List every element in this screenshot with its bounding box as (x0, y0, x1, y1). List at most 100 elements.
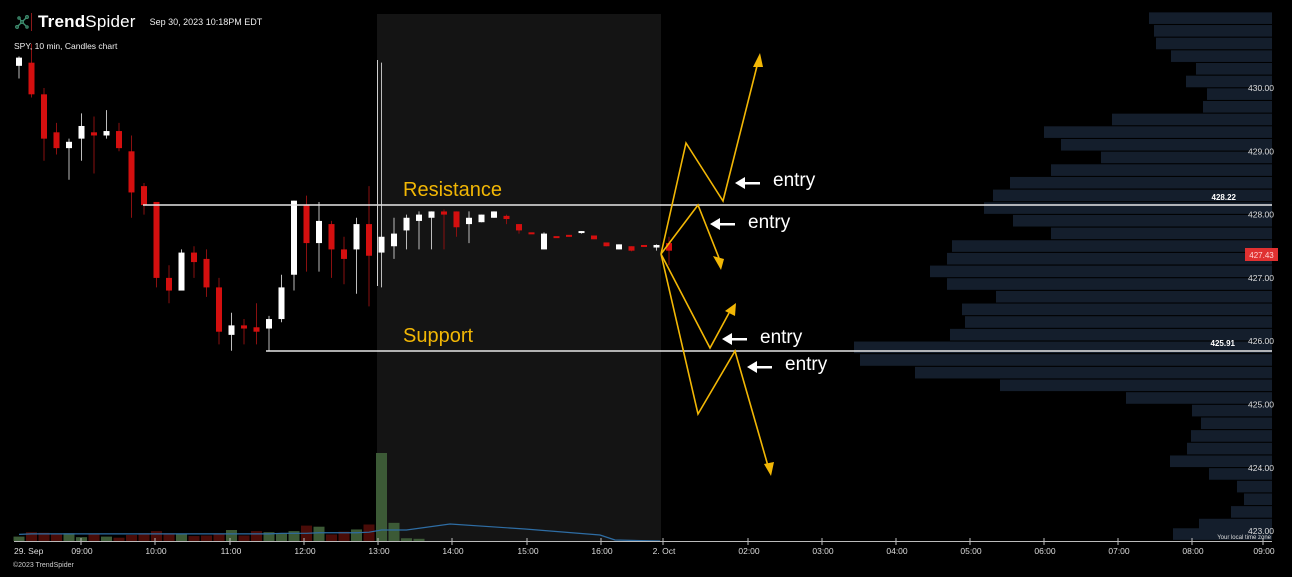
entry-markers (710, 177, 772, 373)
volume-profile-bar (1171, 50, 1272, 62)
bullish-breakout-path (660, 65, 758, 255)
candle (653, 244, 660, 251)
volume-profile-bar (1051, 164, 1272, 176)
volume-bar (251, 531, 262, 541)
candle (453, 211, 460, 237)
candle (641, 244, 647, 247)
support-label[interactable]: Support (403, 325, 473, 347)
brand-name: TrendSpider (38, 12, 136, 32)
support-bounce-path (660, 253, 730, 350)
volume-profile (854, 12, 1292, 542)
price-axis-label: 426.00 (1248, 336, 1274, 346)
candle (41, 88, 47, 161)
volume-bar (213, 534, 225, 541)
candle (278, 274, 285, 323)
time-axis-label: 09:00 (1253, 546, 1275, 556)
candle (241, 319, 247, 345)
price-axis-label: 430.00 (1248, 83, 1274, 93)
volume-bar (376, 453, 387, 541)
candle (428, 211, 435, 250)
volume-profile-bar (952, 240, 1272, 252)
candle (403, 214, 410, 250)
volume-profile-bar (1192, 404, 1272, 417)
volume-profile-bar (1149, 12, 1272, 24)
volume-bar (413, 538, 425, 541)
candle (391, 217, 397, 259)
candle (616, 244, 622, 250)
volume-bar (263, 532, 275, 541)
arrowheads (713, 53, 774, 476)
time-axis-label: 14:00 (442, 546, 464, 556)
volume-profile-bar (1126, 392, 1272, 404)
time-axis-label: 15:00 (517, 546, 539, 556)
header-datetime: Sep 30, 2023 10:18PM EDT (149, 17, 263, 27)
price-axis-label: 425.00 (1248, 400, 1274, 410)
candle (341, 236, 347, 285)
volume-bar (63, 533, 75, 541)
candle (253, 303, 260, 345)
volume-bar (288, 531, 300, 541)
price-axis-label: 428.00 (1248, 210, 1274, 220)
time-axis-label: 11:00 (221, 546, 242, 556)
volume-profile-bar (1173, 528, 1272, 540)
entry-label-4: entry (785, 354, 828, 375)
candle (478, 214, 485, 223)
volume-profile-bar (1237, 480, 1272, 493)
last-price-badge (1245, 248, 1278, 261)
candle (228, 312, 235, 351)
price-axis[interactable]: 430.00 429.00 428.00 427.00 426.00 425.00 424.… (1248, 83, 1274, 536)
volume-profile-bar (984, 202, 1272, 214)
volume-profile-bar (950, 328, 1272, 341)
candle (66, 138, 72, 180)
volume-profile-bar (1196, 63, 1272, 75)
volume-profile-bar (962, 303, 1272, 316)
time-axis-label: 13:00 (368, 546, 390, 556)
time-axis[interactable]: 29. Sep 09:00 10:00 11:00 12:00 13:00 14:00 15:… (14, 538, 1275, 556)
entry-arrow-icon (710, 218, 735, 230)
volume-profile-bar (1207, 88, 1272, 100)
timezone-note: Your local time zone (1217, 535, 1271, 541)
volume-bar (13, 536, 25, 541)
support-price-label: 425.91 (1211, 339, 1236, 348)
time-axis-label: 07:00 (1108, 546, 1130, 556)
volume-profile-bar (1051, 227, 1272, 240)
volume-bar (238, 535, 250, 541)
volume-profile-bar (1199, 518, 1272, 531)
volume-bar (338, 531, 350, 541)
candle (591, 235, 597, 240)
scenario-arrows[interactable] (660, 65, 769, 467)
resistance-price-label: 428.22 (1212, 193, 1237, 202)
header: TrendSpider Sep 30, 2023 10:18PM EDT (14, 12, 262, 32)
volume-profile-bar (1061, 138, 1272, 151)
volume-profile-bar (1187, 442, 1272, 455)
volume-profile-bar (996, 290, 1272, 303)
candlesticks (16, 43, 672, 351)
candle (316, 201, 322, 272)
copyright: ©2023 TrendSpider (13, 562, 74, 569)
resistance-label[interactable]: Resistance (403, 179, 502, 201)
price-axis-label: 423.00 (1248, 526, 1274, 536)
candle (328, 220, 335, 278)
time-axis-label: 02:00 (738, 546, 760, 556)
volume-profile-bar (1191, 430, 1272, 442)
volume-bar (326, 534, 337, 541)
volume-bar (151, 531, 162, 541)
volume-profile-bar (854, 341, 1272, 354)
volume-profile-bar (1244, 493, 1272, 506)
volume-bar (201, 535, 212, 541)
candle (141, 182, 147, 215)
bearish-breakdown-path (660, 253, 769, 467)
volume-bar (226, 530, 237, 541)
volume-bar (313, 526, 325, 541)
volume-bar (351, 529, 362, 541)
price-axis-label: 427.00 (1248, 273, 1274, 283)
brand-light: Spider (85, 12, 136, 31)
candle (353, 217, 360, 294)
candle (553, 236, 560, 239)
price-axis-label: 429.00 (1248, 146, 1274, 156)
candle (116, 122, 122, 152)
time-axis-label: 05:00 (960, 546, 982, 556)
volume-profile-bar (1156, 37, 1272, 50)
volume-profile-bar (993, 189, 1272, 202)
